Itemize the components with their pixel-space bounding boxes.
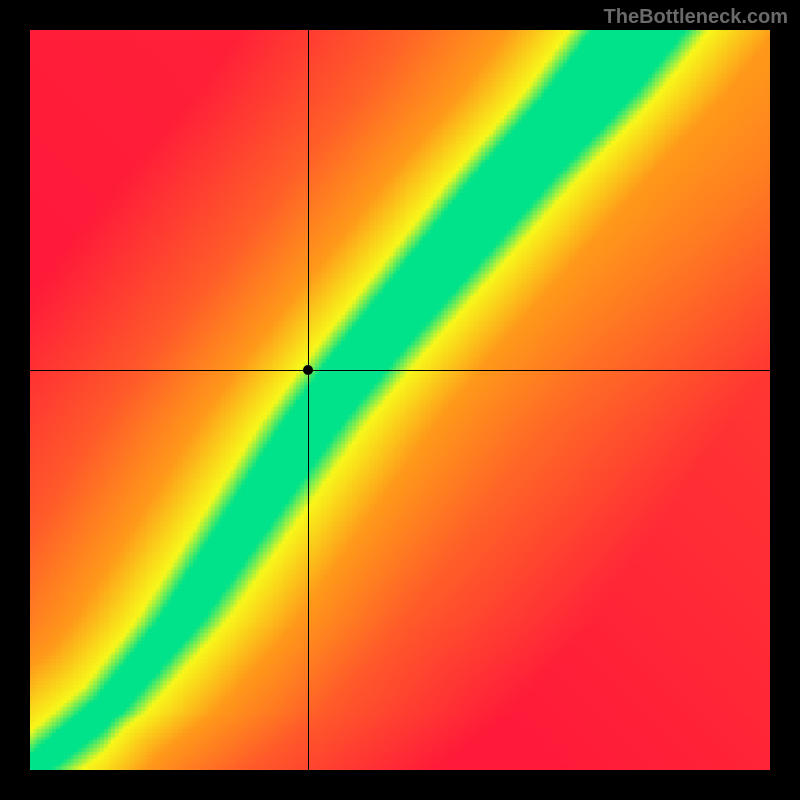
watermark-text: TheBottleneck.com: [604, 6, 788, 29]
heatmap-canvas: [30, 30, 770, 770]
crosshair-vertical: [308, 30, 309, 770]
heatmap-plot: [30, 30, 770, 770]
selection-marker: [303, 365, 313, 375]
crosshair-horizontal: [30, 370, 770, 371]
